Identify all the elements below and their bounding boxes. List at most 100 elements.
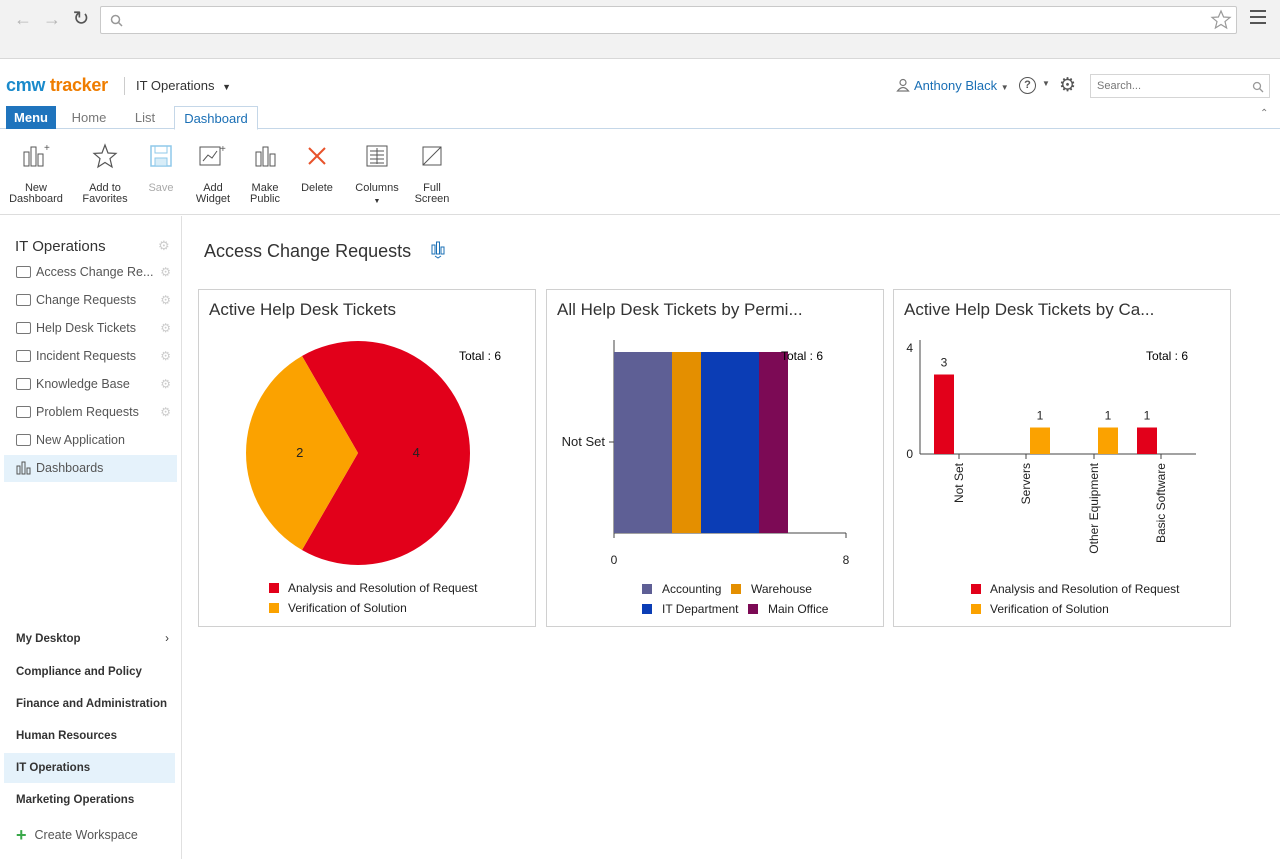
gear-icon[interactable]: ⚙ [160, 321, 171, 335]
help-icon[interactable]: ? [1019, 77, 1036, 94]
make-public-button[interactable]: Make Public [243, 142, 287, 205]
back-arrow-icon[interactable]: ← [14, 9, 32, 29]
sidebar-title: IT Operations [15, 238, 106, 255]
search-icon[interactable] [1252, 81, 1264, 93]
sidebar-item-incident-requests[interactable]: Incident Requests ⚙ [4, 343, 177, 370]
stacked-bar-segment [701, 352, 759, 533]
sidebar-item-new-application[interactable]: New Application [4, 427, 177, 454]
pie-chart: Total : 6 4 2 Analysis and Resolution of Re… [246, 341, 501, 615]
data-label: 1 [1105, 409, 1112, 423]
legend-label: Analysis and Resolution of Request [990, 582, 1180, 596]
gear-icon[interactable]: ⚙ [160, 293, 171, 307]
tab-menu[interactable]: Menu [6, 106, 56, 129]
workspace-finance-and-administration[interactable]: Finance and Administration [16, 698, 168, 710]
ribbon-toolbar: + New Dashboard Add to Favorites Save + … [0, 130, 1280, 215]
chevron-down-icon: ▼ [373, 198, 381, 205]
y-tick-label: 0 [906, 447, 913, 461]
chevron-down-icon: ▼ [222, 82, 232, 92]
widget-title: Active Help Desk Tickets [209, 300, 397, 319]
stacked-bar-chart: Total : 6 Not Set 0 8 Accounting Warehouse IT … [562, 340, 850, 616]
category-label: Servers [1019, 463, 1033, 504]
new-app-icon [16, 434, 31, 446]
stacked-bar-segment [672, 352, 701, 533]
tab-list[interactable]: List [134, 110, 156, 125]
legend-swatch [971, 584, 981, 594]
total-label: Total : 6 [459, 349, 501, 363]
gear-icon[interactable]: ⚙ [160, 265, 171, 279]
workspace-my-desktop[interactable]: My Desktop › [4, 624, 175, 654]
widget-tickets-by-category: Active Help Desk Tickets by Ca... 4 0 Tota… [893, 289, 1231, 627]
app-icon [16, 350, 31, 362]
app-icon [16, 322, 31, 334]
bookmark-star-icon[interactable] [1210, 9, 1232, 31]
widget-title: All Help Desk Tickets by Permi... [557, 300, 803, 319]
chevron-right-icon: › [165, 633, 169, 645]
workspace-marketing-operations[interactable]: Marketing Operations [16, 794, 135, 806]
workspace-human-resources[interactable]: Human Resources [16, 730, 117, 742]
column-chart: 4 0 Total : 6 3 Not Set 1 Servers 1 Other Equipm… [906, 340, 1196, 616]
browser-toolbar: ← → ↻ [0, 0, 1280, 59]
sidebar-item-problem-requests[interactable]: Problem Requests ⚙ [4, 399, 177, 426]
save-button[interactable]: Save [143, 142, 179, 194]
columns-button[interactable]: Columns ▼ [350, 142, 404, 207]
add-to-favorites-button[interactable]: Add to Favorites [77, 142, 133, 205]
sidebar-item-access-change-requests[interactable]: Access Change Re... ⚙ [4, 259, 177, 286]
sidebar-item-help-desk-tickets[interactable]: Help Desk Tickets ⚙ [4, 315, 177, 342]
logo[interactable]: cmw tracker [6, 75, 108, 95]
legend-label: IT Department [662, 602, 739, 616]
collapse-ribbon-icon[interactable]: ⌃ [1260, 108, 1269, 119]
pie-slice [246, 356, 358, 550]
gear-icon[interactable]: ⚙ [160, 377, 171, 391]
category-label: Other Equipment [1087, 462, 1101, 553]
legend-label: Main Office [768, 602, 829, 616]
data-label: 3 [941, 356, 948, 370]
y-tick-label: 4 [906, 341, 913, 355]
search-icon [110, 14, 123, 27]
legend-swatch [269, 603, 279, 613]
sidebar-item-knowledge-base[interactable]: Knowledge Base ⚙ [4, 371, 177, 398]
category-label: Not Set [952, 462, 966, 503]
gear-icon[interactable]: ⚙ [160, 405, 171, 419]
add-widget-button[interactable]: + Add Widget [195, 144, 231, 205]
main-tabs: Menu Home List Dashboard ⌃ [0, 106, 1280, 130]
gear-icon[interactable]: ⚙ [160, 349, 171, 363]
forward-arrow-icon[interactable]: → [43, 9, 61, 29]
star-icon [92, 143, 118, 169]
tab-dashboard[interactable]: Dashboard [174, 106, 258, 130]
search-input[interactable]: Search... [1090, 74, 1270, 98]
dashboard-switch-icon[interactable] [430, 241, 446, 259]
gear-icon[interactable]: ⚙ [158, 238, 170, 253]
browser-menu-icon[interactable] [1250, 10, 1266, 28]
workspace-compliance-and-policy[interactable]: Compliance and Policy [16, 666, 142, 678]
app-icon [16, 378, 31, 390]
new-dashboard-button[interactable]: + New Dashboard [9, 143, 63, 205]
legend-swatch [748, 604, 758, 614]
full-screen-button[interactable]: Full Screen [410, 142, 454, 205]
save-icon [150, 145, 172, 167]
user-icon [896, 78, 910, 92]
legend-swatch [269, 583, 279, 593]
pie-slice-label: 2 [296, 445, 303, 460]
create-workspace-button[interactable]: + Create Workspace [16, 825, 138, 845]
workspace-it-operations[interactable]: IT Operations [4, 753, 175, 783]
tab-home[interactable]: Home [71, 110, 107, 125]
legend-swatch [971, 604, 981, 614]
delete-button[interactable]: Delete [297, 142, 337, 194]
legend-swatch [642, 584, 652, 594]
address-bar[interactable] [100, 6, 1237, 34]
stacked-bar-segment [759, 352, 788, 533]
sidebar-item-change-requests[interactable]: Change Requests ⚙ [4, 287, 177, 314]
chevron-down-icon[interactable]: ▼ [1042, 79, 1050, 88]
widget-title: Active Help Desk Tickets by Ca... [904, 300, 1155, 319]
gear-icon[interactable]: ⚙ [1059, 75, 1077, 96]
app-icon [16, 266, 31, 278]
workspace-switcher[interactable]: IT Operations ▼ [124, 77, 231, 95]
add-widget-icon: + [199, 144, 226, 166]
column-bar [1030, 427, 1050, 454]
reload-icon[interactable]: ↻ [72, 8, 90, 30]
page-title: Access Change Requests [204, 241, 446, 262]
total-label: Total : 6 [781, 349, 823, 363]
user-menu[interactable]: Anthony Black ▼ [896, 77, 1009, 97]
columns-icon [366, 145, 388, 167]
sidebar-item-dashboards[interactable]: Dashboards [4, 455, 177, 482]
